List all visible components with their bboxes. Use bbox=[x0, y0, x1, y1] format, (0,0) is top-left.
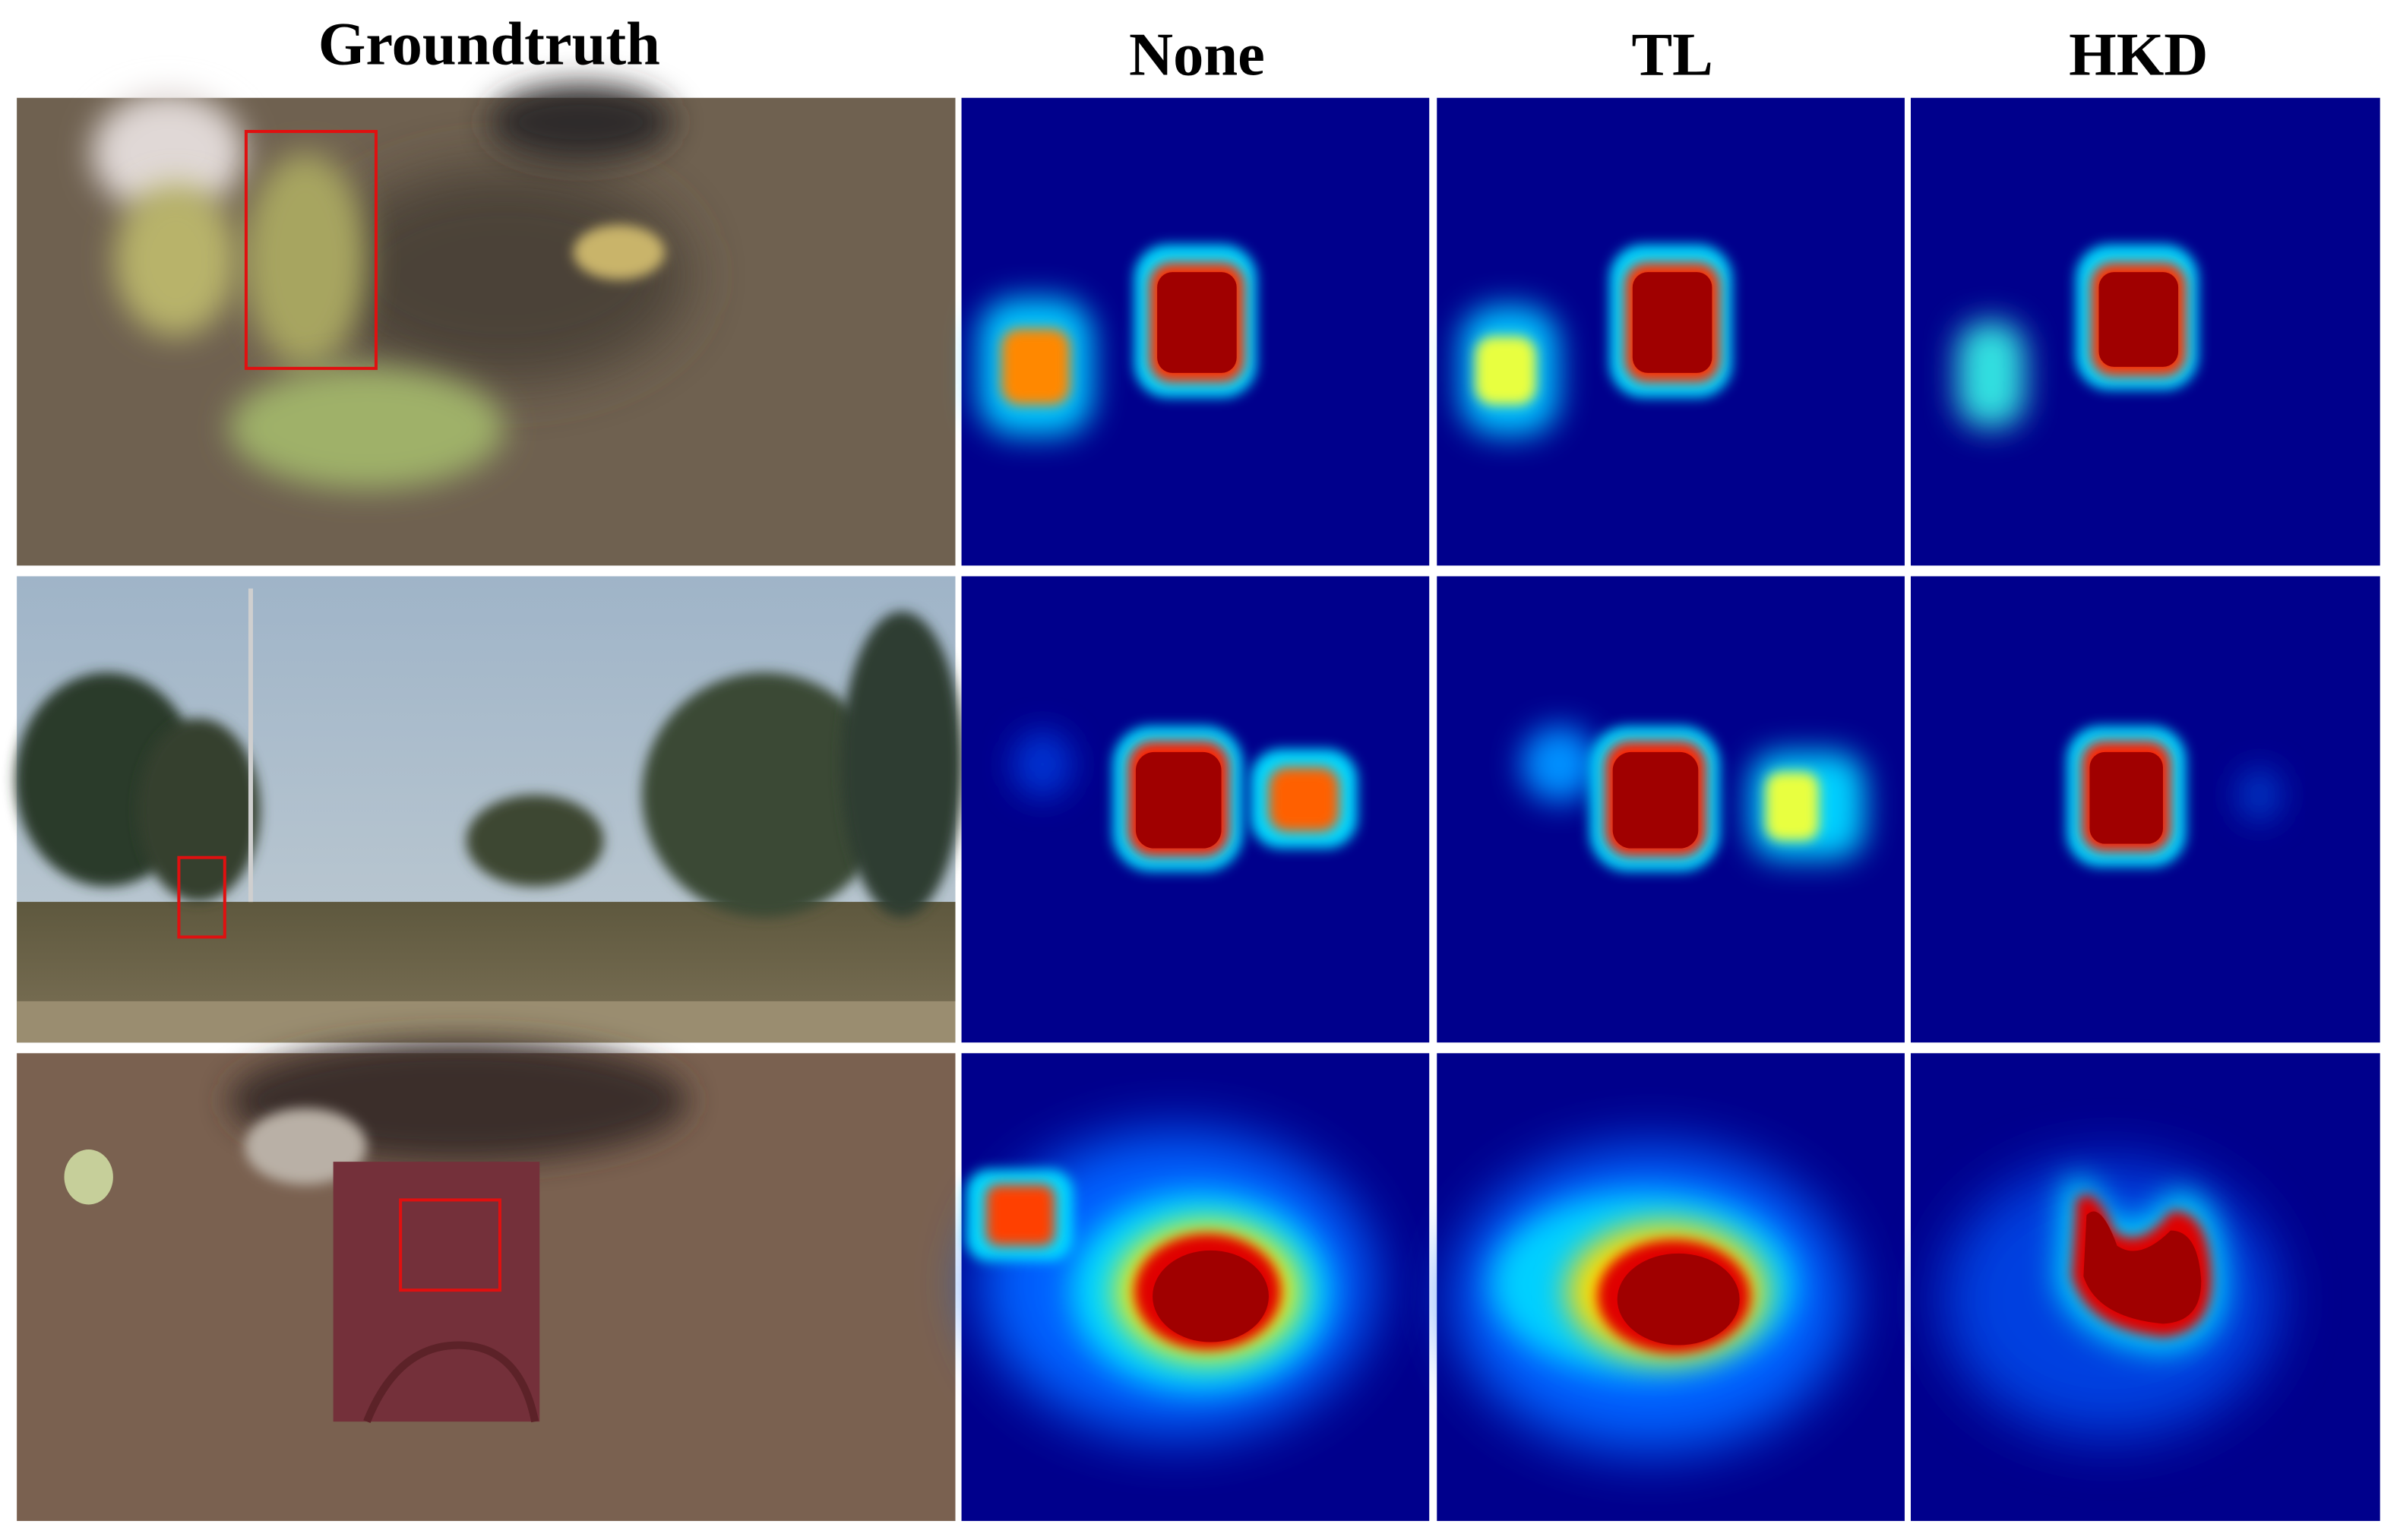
heat-blob bbox=[978, 244, 2199, 436]
photo bbox=[17, 1039, 956, 1521]
column-header: None bbox=[1129, 21, 1265, 89]
heat-blob bbox=[1011, 726, 2282, 871]
column-header: HKD bbox=[2069, 21, 2208, 89]
photo bbox=[15, 576, 963, 1043]
heat-blob bbox=[966, 1130, 2278, 1453]
column-header: TL bbox=[1631, 21, 1712, 89]
photo bbox=[17, 84, 956, 566]
column-header: Groundtruth bbox=[318, 11, 660, 78]
